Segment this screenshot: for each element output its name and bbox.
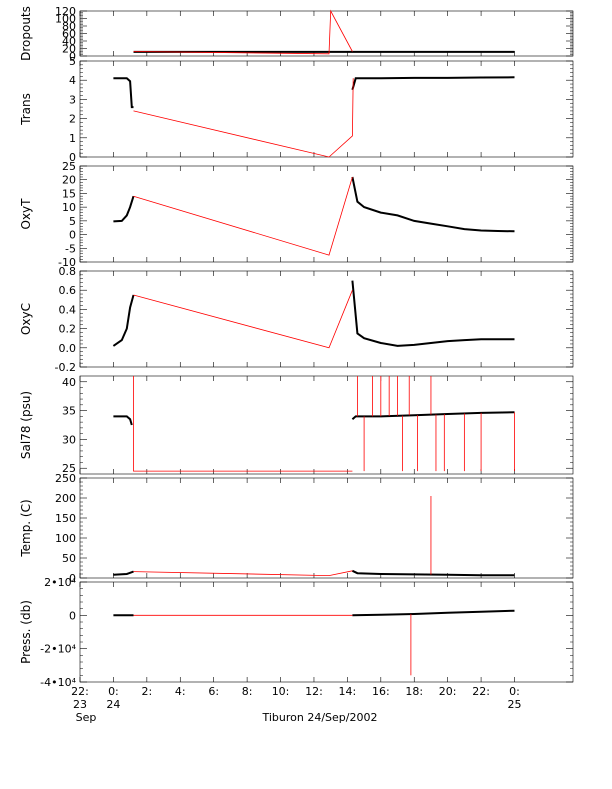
series-line-good: [351, 280, 515, 347]
y-tick-label: 35: [62, 405, 76, 418]
y-tick-label: 100: [55, 13, 76, 26]
y-tick-label: 4: [69, 74, 76, 87]
panel-frame: [79, 581, 574, 683]
x-tick-label: 6:: [208, 685, 219, 698]
series-line-flagged: [133, 290, 353, 349]
y-tick-label: 30: [62, 433, 76, 446]
x-tick-label: 4:: [175, 685, 186, 698]
series-line-good: [113, 415, 133, 426]
y-tick-label: -0.2: [55, 361, 76, 374]
series-line-good: [113, 77, 134, 109]
y-tick-label: -10: [58, 256, 76, 269]
y-axis-label: Trans: [19, 93, 33, 126]
panel-frame: [79, 270, 574, 368]
y-axis-label: Dropouts: [19, 6, 33, 61]
y-tick-label: 150: [55, 512, 76, 525]
y-axis-label: Temp. (C): [19, 499, 33, 557]
y-tick-label: 0.2: [59, 323, 77, 336]
y-tick-label: 60: [62, 28, 76, 41]
x-tick-label: 22:: [71, 685, 89, 698]
y-tick-label: 0.0: [59, 342, 77, 355]
y-axis-label: Press. (db): [19, 600, 33, 664]
series-line-good: [351, 176, 515, 233]
y-axis-label: Sal78 (psu): [19, 391, 33, 459]
y-tick-label: -4•10⁴: [40, 676, 76, 689]
footer-label: Tiburon 24/Sep/2002: [262, 711, 378, 724]
x-tick-label: 14:: [339, 685, 357, 698]
y-tick-label: 40: [62, 376, 76, 389]
y-tick-label: 25: [62, 160, 76, 173]
y-tick-label: 40: [62, 35, 76, 48]
y-tick-label: 0.8: [59, 265, 77, 278]
x-tick-label: 12:: [305, 685, 323, 698]
series-line-good: [113, 570, 134, 576]
x-tick-label: 0:: [509, 685, 520, 698]
y-tick-label: 3: [69, 93, 76, 106]
x-tick-label: 20:: [439, 685, 457, 698]
y-tick-label: 1: [69, 132, 76, 145]
y-tick-label: 50: [62, 552, 76, 565]
x-tick-sublabel: 25: [508, 698, 522, 711]
x-tick-sublabel: 23: [73, 698, 87, 711]
x-tick-label: 8:: [242, 685, 253, 698]
y-tick-label: 2•10⁴: [44, 576, 76, 589]
panel-frame: [79, 375, 574, 475]
y-tick-label: 0: [69, 151, 76, 164]
x-tick-label: 18:: [405, 685, 423, 698]
series-line-good: [351, 411, 515, 420]
series-line-good: [352, 609, 515, 617]
y-tick-label: 0: [69, 609, 76, 622]
y-tick-label: 15: [62, 187, 76, 200]
y-tick-label: 5: [69, 215, 76, 228]
y-tick-label: 0: [69, 229, 76, 242]
series-line-flagged: [133, 78, 354, 158]
panel-frame: [79, 10, 574, 57]
series-line-flagged: [133, 176, 353, 256]
x-tick-label: 0:: [108, 685, 119, 698]
x-tick-label: 10:: [272, 685, 290, 698]
y-tick-label: 120: [55, 5, 76, 18]
series-line-flagged: [133, 9, 353, 55]
y-tick-label: 0.6: [59, 284, 77, 297]
panel-frame: [79, 165, 574, 263]
y-tick-label: 100: [55, 532, 76, 545]
series-line-good: [351, 569, 515, 577]
x-tick-label: 16:: [372, 685, 390, 698]
y-tick-label: 0.4: [59, 303, 77, 316]
series-line-good: [351, 76, 515, 91]
x-tick-label: 2:: [141, 685, 152, 698]
y-tick-label: 20: [62, 174, 76, 187]
y-tick-label: -5: [65, 242, 76, 255]
x-tick-sublabel-month: Sep: [76, 711, 97, 724]
series-line-flagged: [133, 376, 353, 472]
y-axis-label: OxyT: [19, 198, 33, 230]
y-tick-label: -2•10⁴: [40, 643, 76, 656]
x-tick-label: 22:: [472, 685, 490, 698]
y-tick-label: 250: [55, 472, 76, 485]
y-tick-label: 0: [69, 572, 76, 585]
x-tick-sublabel: 24: [106, 698, 120, 711]
series-line-flagged: [133, 570, 353, 577]
y-tick-label: 20: [62, 43, 76, 56]
y-tick-label: 0: [69, 50, 76, 63]
y-tick-label: 200: [55, 492, 76, 505]
series-line-good: [112, 294, 135, 347]
panel-frame: [79, 477, 574, 579]
y-tick-label: 2: [69, 113, 76, 126]
y-tick-label: 10: [62, 201, 76, 214]
panel-frame: [79, 60, 574, 158]
y-tick-label: 25: [62, 462, 76, 475]
y-tick-label: 80: [62, 20, 76, 33]
y-axis-label: OxyC: [19, 303, 33, 335]
y-tick-label: 5: [69, 55, 76, 68]
series-line-good: [113, 195, 135, 223]
